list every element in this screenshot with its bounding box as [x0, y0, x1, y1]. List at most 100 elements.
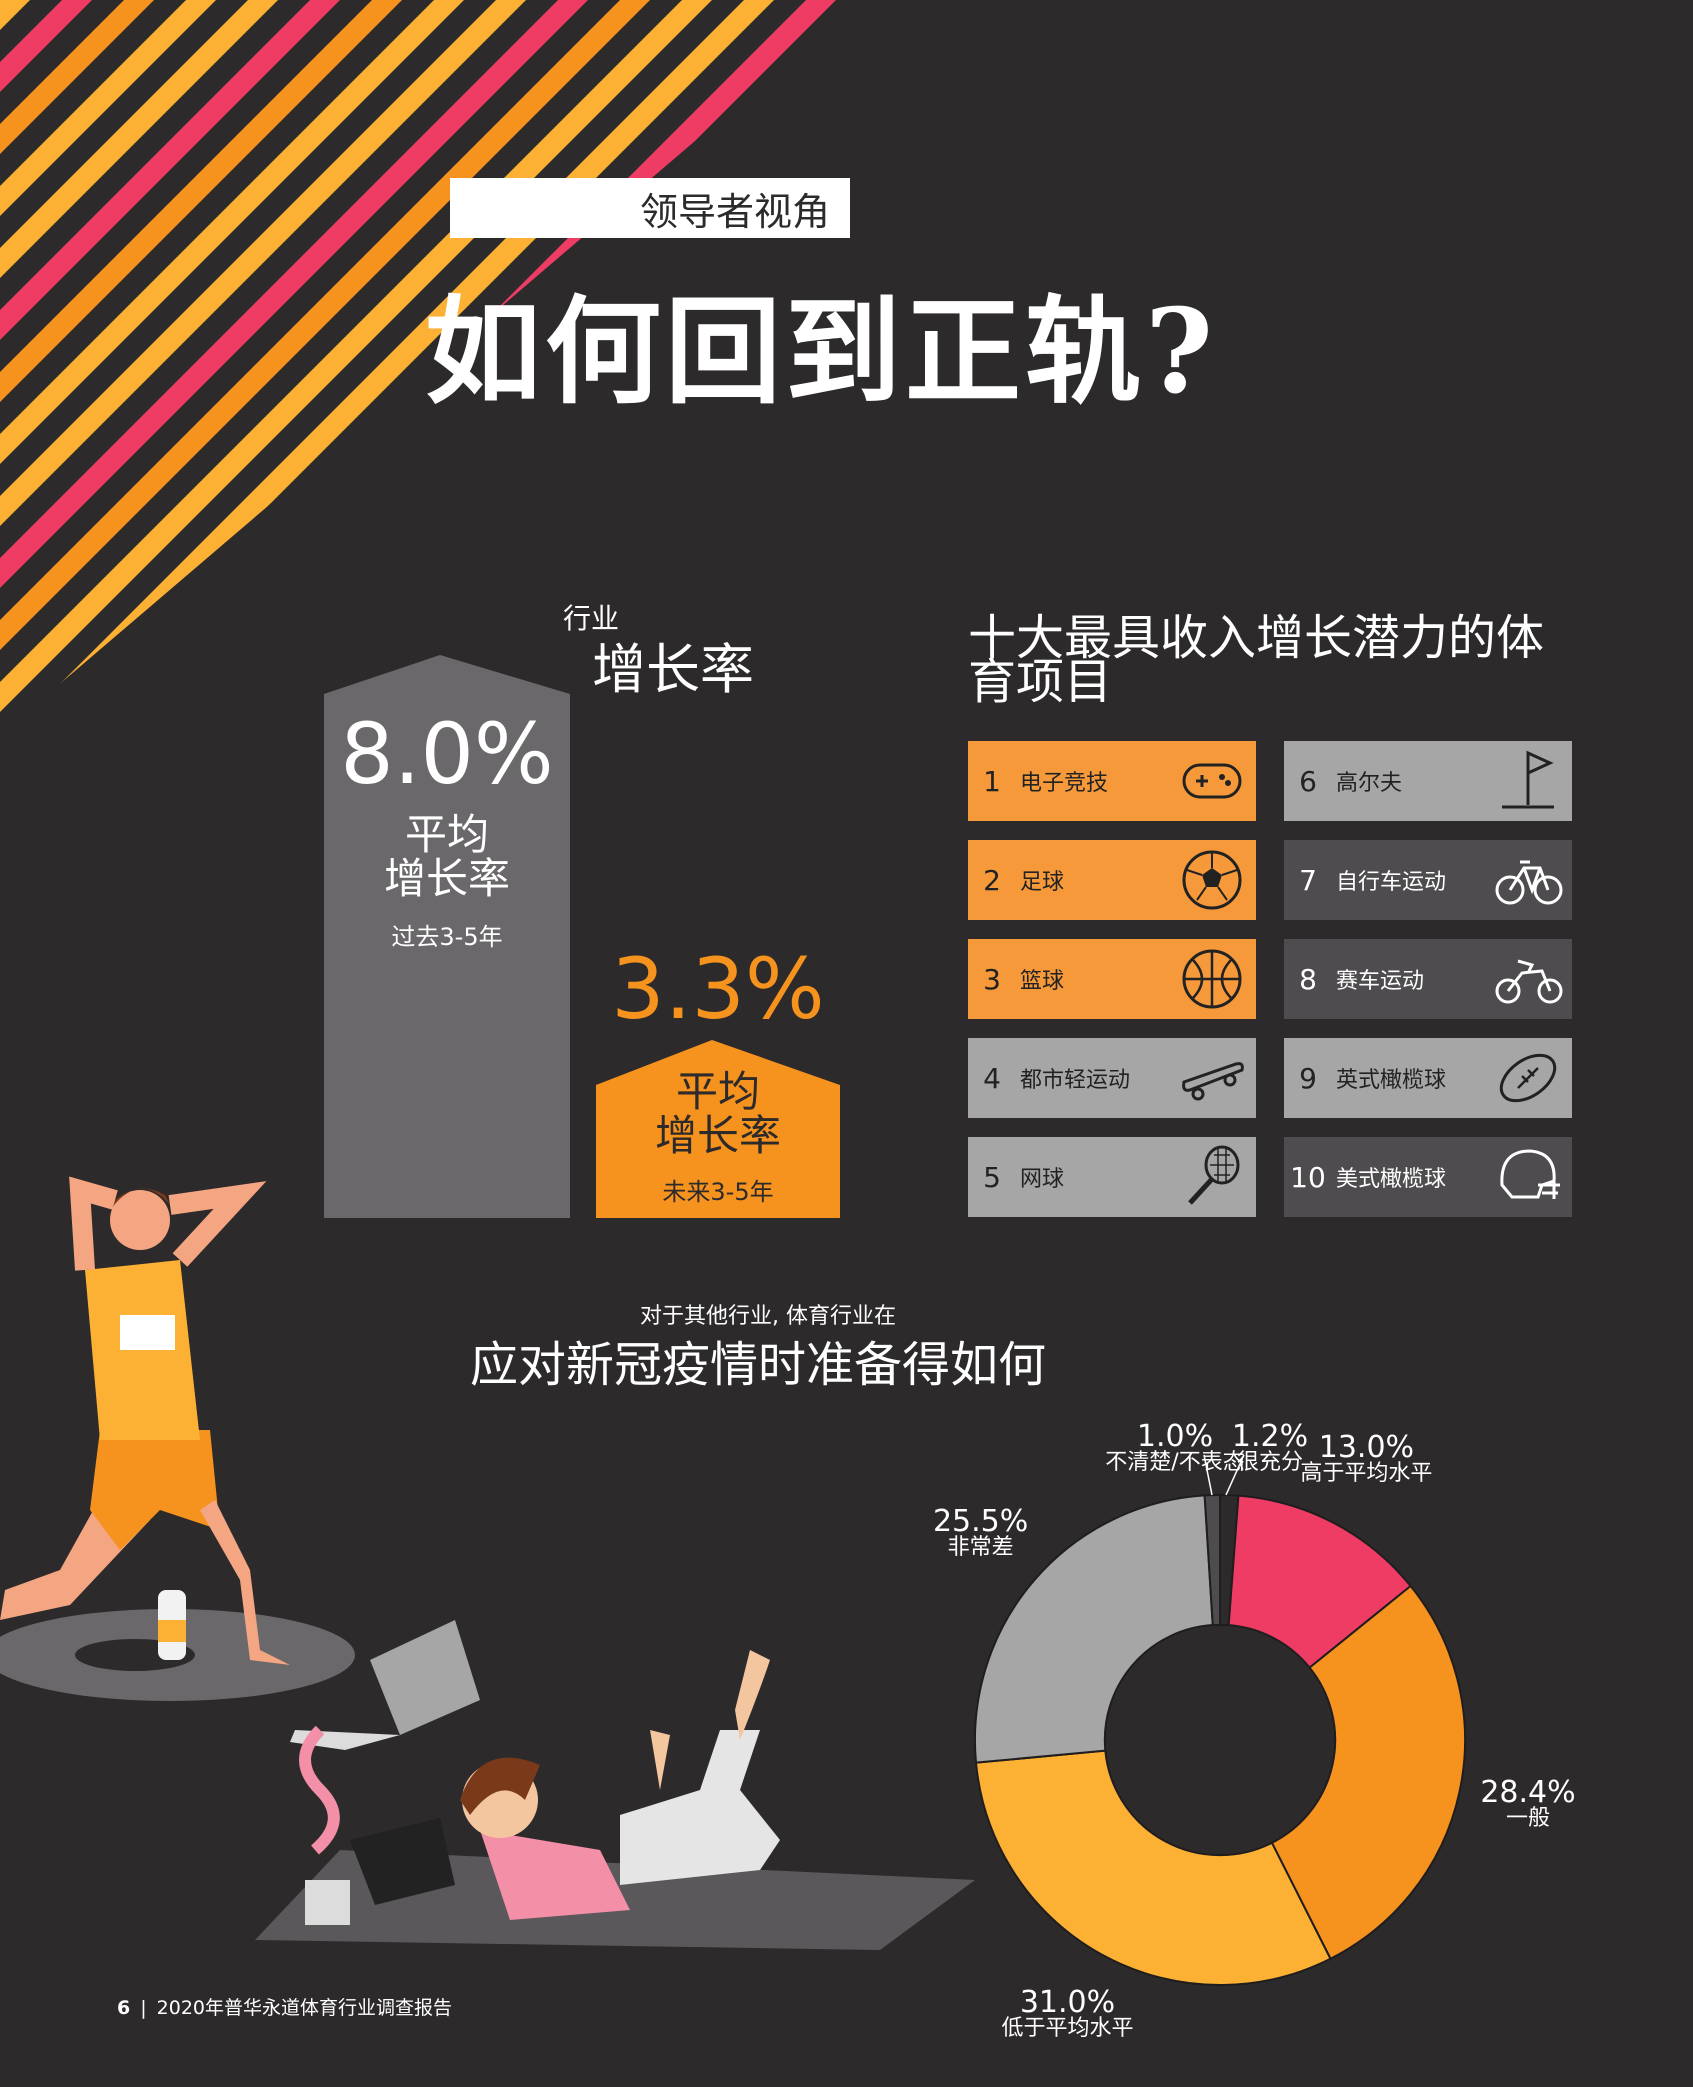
future-growth-block: 平均 增长率 未来3-5年 — [596, 1070, 840, 1207]
sport-item: 4 都市轻运动 — [968, 1038, 1256, 1118]
tablet — [350, 1818, 455, 1905]
golf-flag-icon — [1502, 750, 1554, 809]
donut-slice — [974, 1749, 1332, 1987]
sport-rank: 10 — [1290, 1160, 1326, 1194]
runner-leg-front — [200, 1500, 290, 1665]
sport-item: 5 网球 — [968, 1137, 1256, 1217]
leader-line — [1225, 1454, 1245, 1496]
sport-item: 9 英式橄榄球 — [1284, 1038, 1572, 1118]
past-growth-bar — [324, 655, 570, 1218]
growth-heading: 增长率 — [592, 638, 754, 701]
rugby-ball-icon — [1499, 1053, 1557, 1103]
sport-rank: 3 — [983, 962, 1001, 996]
sport-item: 1 电子竞技 — [968, 741, 1256, 821]
sport-name: 都市轻运动 — [1020, 1068, 1131, 1093]
donut-label: 1.2% 很充分 — [1190, 1421, 1350, 1476]
basketball-icon — [1182, 949, 1242, 1009]
mug — [305, 1880, 350, 1925]
exercise-illustration — [0, 1176, 975, 1950]
girl-body — [480, 1830, 630, 1920]
future-growth-period: 未来3-5年 — [662, 1178, 774, 1206]
runner-head — [110, 1190, 170, 1250]
slice-percent: 25.5% — [932, 1504, 1029, 1540]
sport-rank: 1 — [983, 764, 1001, 798]
donut-slice — [1203, 1493, 1221, 1627]
future-growth-label-2: 增长率 — [654, 1111, 781, 1160]
runner-arms — [69, 1176, 267, 1271]
slice-label: 很充分 — [1236, 1449, 1303, 1475]
page-title: 如何回到正轨? — [425, 284, 1217, 420]
donut-label: 1.0% 不清楚/不表态 — [1095, 1421, 1255, 1476]
covid-question: 应对新冠疫情时准备得如何 — [470, 1337, 1047, 1393]
donut-label: 28.4% 一般 — [1448, 1775, 1608, 1832]
sport-name: 美式橄榄球 — [1336, 1167, 1447, 1192]
bicycle-icon — [1495, 860, 1563, 905]
soccer-ball-icon — [1182, 850, 1242, 910]
sport-name: 电子竞技 — [1020, 771, 1109, 796]
girl-feet — [650, 1650, 770, 1790]
sport-name: 篮球 — [1020, 969, 1065, 994]
future-growth-label-1: 平均 — [675, 1067, 760, 1116]
donut-label: 13.0% 高于平均水平 — [1286, 1430, 1446, 1487]
slice-percent: 31.0% — [1019, 1984, 1116, 2020]
slice-label: 不清楚/不表态 — [1105, 1449, 1245, 1475]
past-growth-label-2: 增长率 — [383, 854, 510, 903]
sport-item: 3 篮球 — [968, 939, 1256, 1019]
sport-rank: 5 — [983, 1160, 1001, 1194]
donut-slice — [1227, 1494, 1413, 1670]
gamepad-icon — [1182, 763, 1242, 799]
donut-label: 25.5% 非常差 — [901, 1504, 1061, 1561]
football-helmet-icon — [1500, 1149, 1560, 1199]
footer-separator: | — [140, 1997, 147, 2019]
sport-item: 10 美式橄榄球 — [1284, 1137, 1572, 1217]
slice-label: 低于平均水平 — [1001, 2015, 1134, 2041]
sport-rank: 6 — [1299, 764, 1317, 798]
tennis-racket-icon — [1188, 1145, 1240, 1205]
covid-readiness-donut-chart — [973, 1454, 1467, 1987]
slice-label: 高于平均水平 — [1300, 1461, 1433, 1487]
runner-hair — [110, 1188, 170, 1210]
sport-rank: 8 — [1299, 962, 1317, 996]
stripe — [0, 0, 402, 735]
past-growth-value: 8.0% — [340, 705, 554, 803]
steam — [299, 1725, 340, 1855]
slice-percent: 28.4% — [1480, 1775, 1576, 1811]
slice-percent: 13.0% — [1318, 1430, 1415, 1466]
page-number: 6 — [117, 1997, 131, 2019]
past-growth-label-1: 平均 — [404, 810, 489, 859]
girl-hair — [460, 1757, 540, 1815]
sport-name: 赛车运动 — [1336, 969, 1425, 994]
footer-text: 2020年普华永道体育行业调查报告 — [156, 1997, 452, 2019]
sport-name: 自行车运动 — [1336, 870, 1447, 895]
laptop-screen — [370, 1620, 480, 1735]
past-growth-period: 过去3-5年 — [391, 923, 503, 951]
girl-legs — [620, 1730, 780, 1885]
stripe — [0, 0, 340, 735]
sports-title: 十大最具收入增长潜力的体育项目 — [968, 610, 1545, 710]
runner-bib — [120, 1315, 175, 1350]
motorcycle-icon — [1495, 959, 1563, 1004]
sport-rank: 9 — [1299, 1061, 1317, 1095]
donut-slice — [973, 1494, 1214, 1764]
covid-question-pre: 对于其他行业, 体育行业在 — [640, 1304, 896, 1329]
bottle-label — [158, 1620, 186, 1642]
sport-item: 6 高尔夫 — [1284, 741, 1572, 821]
skateboard-icon — [1182, 1062, 1244, 1101]
past-growth-block: 8.0% 平均 增长率 过去3-5年 — [324, 705, 570, 952]
stripe — [0, 0, 278, 735]
sport-rank: 7 — [1299, 863, 1317, 897]
stripe — [0, 0, 588, 735]
sport-name: 高尔夫 — [1336, 771, 1403, 796]
slice-label: 一般 — [1505, 1806, 1550, 1832]
donut-label: 31.0% 低于平均水平 — [987, 1984, 1147, 2042]
sport-item: 7 自行车运动 — [1284, 840, 1572, 920]
stripe — [0, 0, 650, 735]
sport-item: 2 足球 — [968, 840, 1256, 920]
sport-name: 英式橄榄球 — [1336, 1068, 1447, 1093]
sport-rank: 2 — [983, 863, 1001, 897]
page-footer: 6 | 2020年普华永道体育行业调查报告 — [117, 1993, 452, 2020]
leader-line — [1203, 1454, 1213, 1496]
sport-name: 网球 — [1020, 1167, 1065, 1192]
slice-label: 非常差 — [947, 1535, 1014, 1561]
